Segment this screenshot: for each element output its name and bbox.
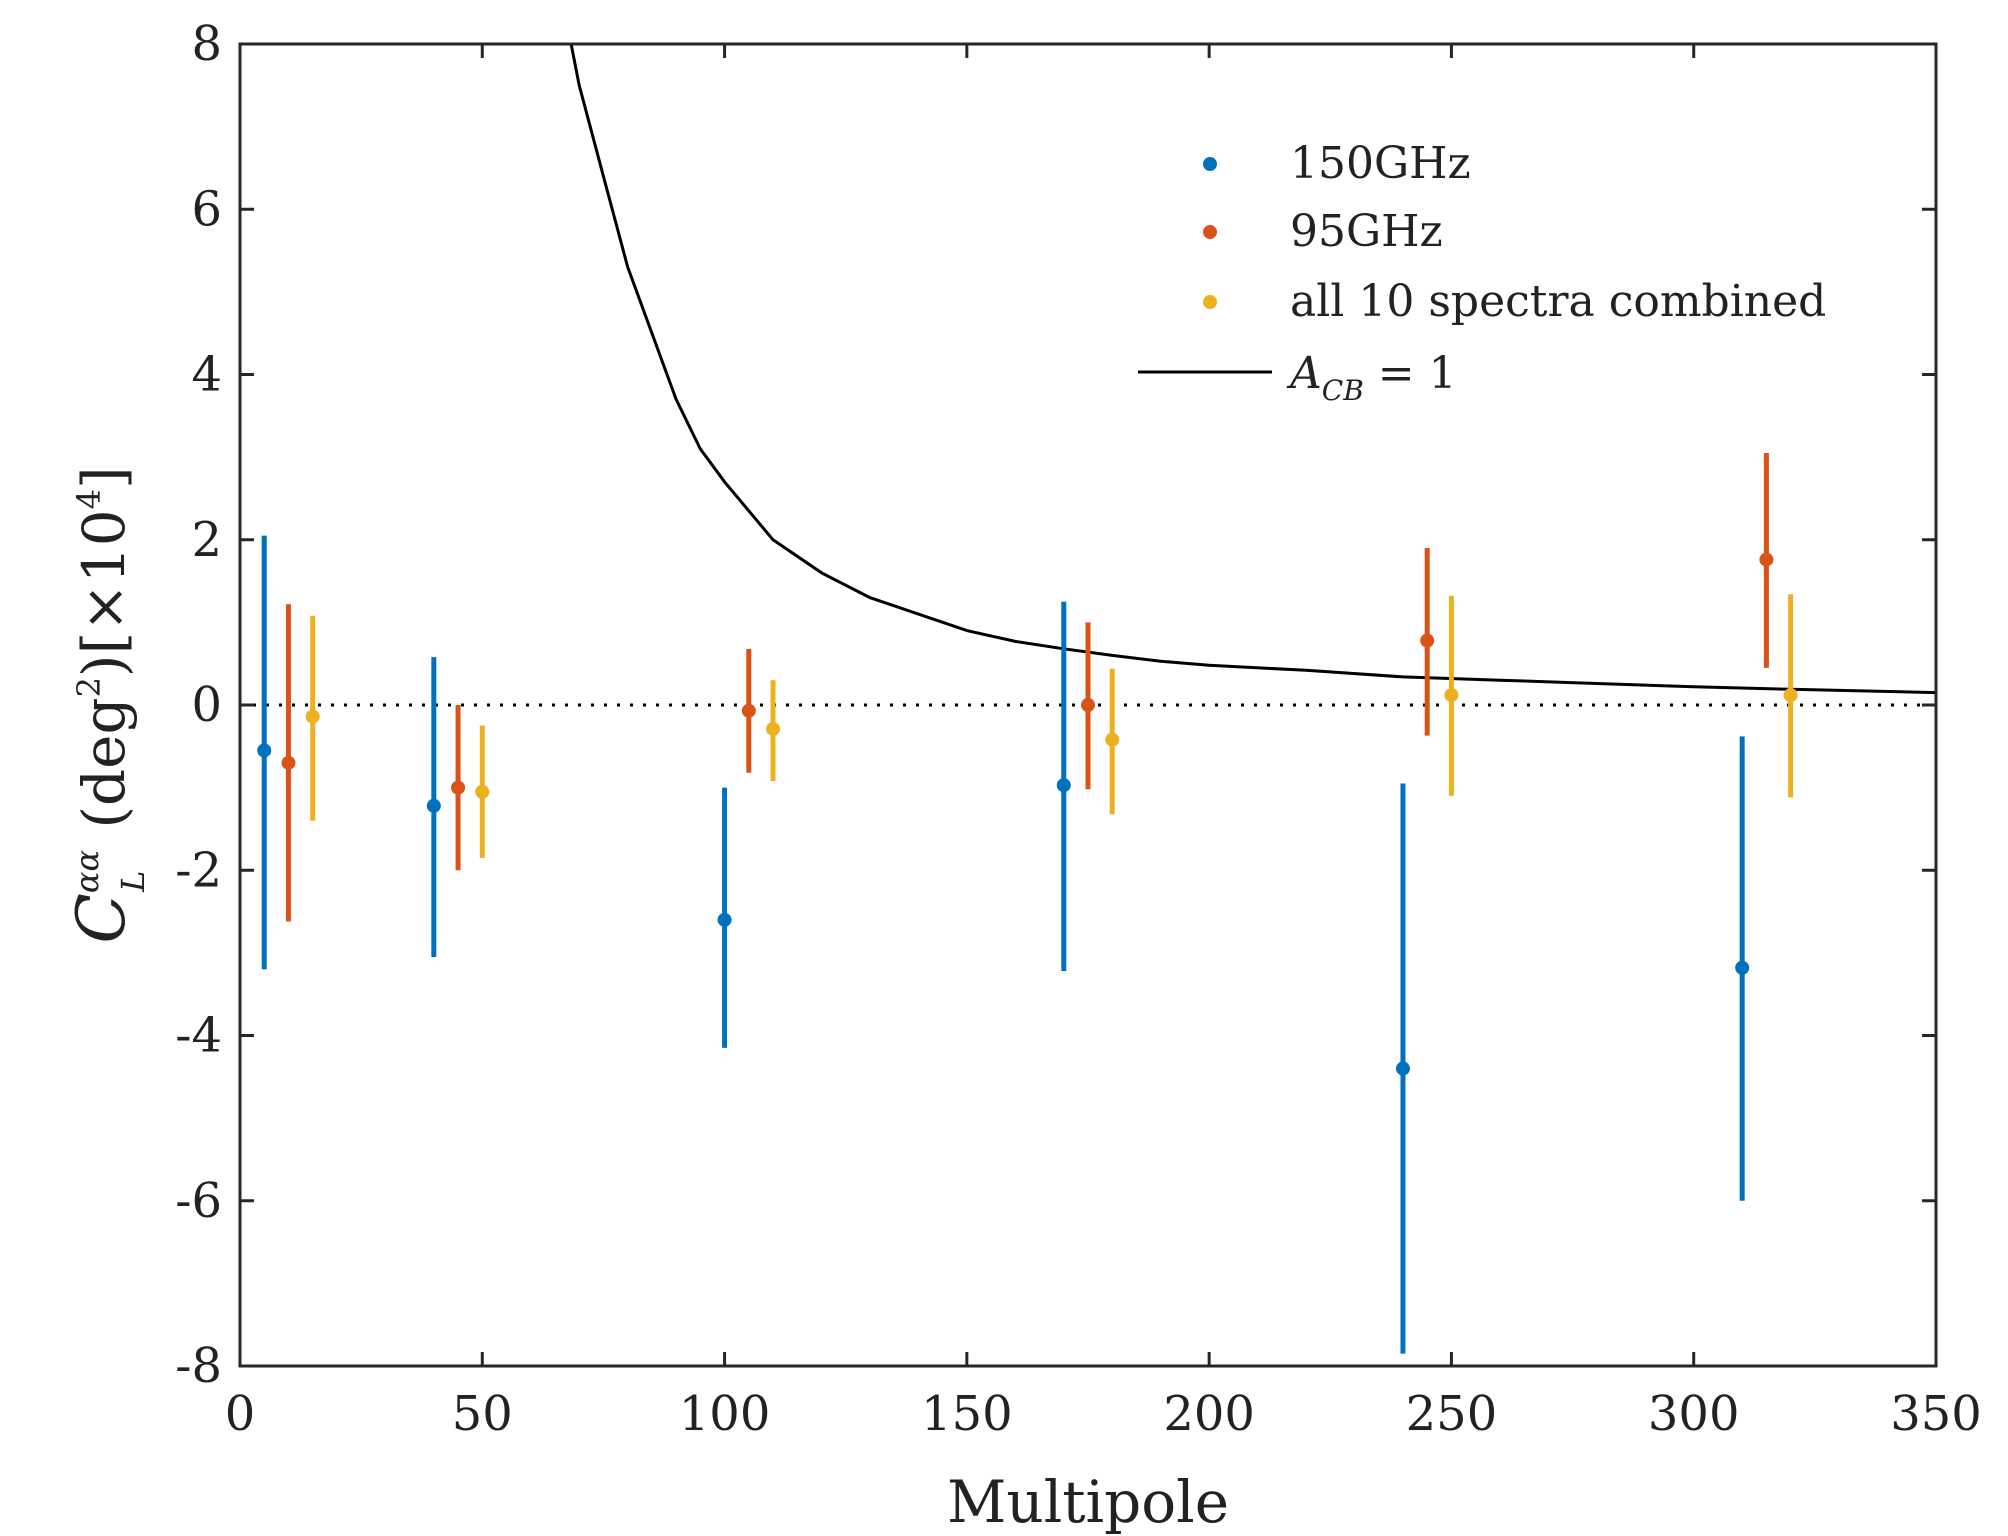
data-point bbox=[451, 780, 466, 795]
data-point bbox=[1395, 1061, 1410, 1076]
y-tick-label: -4 bbox=[175, 1008, 222, 1064]
y-tick-label: -2 bbox=[175, 842, 222, 898]
data-point bbox=[1105, 732, 1120, 747]
y-tick-label: 4 bbox=[191, 347, 222, 403]
model-curve-layer bbox=[240, 44, 1936, 707]
legend-marker-95ghz bbox=[1203, 225, 1217, 239]
y-tick-label: 2 bbox=[191, 512, 222, 568]
data-point bbox=[766, 721, 781, 736]
x-tick-label: 100 bbox=[679, 1386, 771, 1442]
legend-marker-combined bbox=[1203, 295, 1217, 309]
series-layer bbox=[257, 452, 1798, 1354]
y-tick-label: 6 bbox=[191, 181, 222, 237]
data-point bbox=[1783, 688, 1798, 703]
y-axis-unit-open: (deg bbox=[70, 697, 138, 828]
y-tick-label: 0 bbox=[191, 677, 222, 733]
data-point bbox=[426, 798, 441, 813]
data-point bbox=[717, 912, 732, 927]
legend-model-subscript: CB bbox=[1322, 374, 1364, 407]
y-axis-unit-mid: )[×10 bbox=[70, 509, 138, 677]
x-tick-label: 0 bbox=[225, 1386, 256, 1442]
x-tick-label: 250 bbox=[1406, 1386, 1498, 1442]
legend: 150GHz 95GHz all 10 spectra combined ACB… bbox=[1138, 138, 1826, 407]
y-axis-unit-close: ] bbox=[70, 466, 138, 489]
data-point bbox=[257, 743, 272, 758]
legend-label-150ghz: 150GHz bbox=[1290, 138, 1471, 189]
y-tick-label: -8 bbox=[175, 1338, 222, 1394]
legend-label-model: ACB = 1 bbox=[1286, 348, 1457, 407]
data-point bbox=[741, 703, 756, 718]
legend-model-rest: = 1 bbox=[1364, 348, 1457, 399]
legend-model-symbol: A bbox=[1286, 348, 1322, 399]
model-curve-acb-1 bbox=[569, 44, 1936, 695]
x-tick-labels: 0 50 100 150 200 250 300 350 bbox=[225, 1386, 1982, 1442]
y-tick-labels: -8 -6 -4 -2 0 2 4 6 8 bbox=[175, 16, 222, 1394]
data-point bbox=[1735, 960, 1750, 975]
y-axis-title: Cαα L (deg2)[×104] bbox=[63, 466, 152, 943]
data-point bbox=[1420, 633, 1435, 648]
data-point bbox=[305, 709, 320, 724]
x-tick-label: 150 bbox=[921, 1386, 1013, 1442]
series-2 bbox=[305, 594, 1798, 858]
y-axis-superscript: αα bbox=[68, 850, 106, 893]
data-point bbox=[475, 784, 490, 799]
legend-marker-150ghz bbox=[1203, 157, 1217, 171]
data-point bbox=[1759, 552, 1774, 567]
data-point bbox=[1056, 778, 1071, 793]
x-tick-label: 50 bbox=[452, 1386, 513, 1442]
x-tick-label: 200 bbox=[1163, 1386, 1255, 1442]
x-tick-label: 350 bbox=[1890, 1386, 1982, 1442]
axis-ticks bbox=[238, 42, 1938, 1368]
data-point bbox=[1081, 698, 1095, 712]
y-tick-label: 8 bbox=[191, 16, 222, 72]
y-axis-symbol: C bbox=[63, 893, 140, 944]
legend-label-combined: all 10 spectra combined bbox=[1290, 276, 1826, 327]
series-0 bbox=[257, 535, 1750, 1354]
legend-label-95ghz: 95GHz bbox=[1290, 206, 1443, 257]
y-axis-unit-sup2: 4 bbox=[70, 489, 108, 509]
y-axis-unit-sup: 2 bbox=[70, 677, 108, 697]
y-axis-subscript: L bbox=[114, 871, 152, 893]
data-point bbox=[281, 755, 296, 770]
data-point bbox=[1444, 688, 1459, 703]
x-tick-label: 300 bbox=[1648, 1386, 1740, 1442]
y-tick-label: -6 bbox=[175, 1173, 222, 1229]
series-1 bbox=[281, 452, 1774, 922]
x-axis-title: Multipole bbox=[947, 1468, 1229, 1536]
